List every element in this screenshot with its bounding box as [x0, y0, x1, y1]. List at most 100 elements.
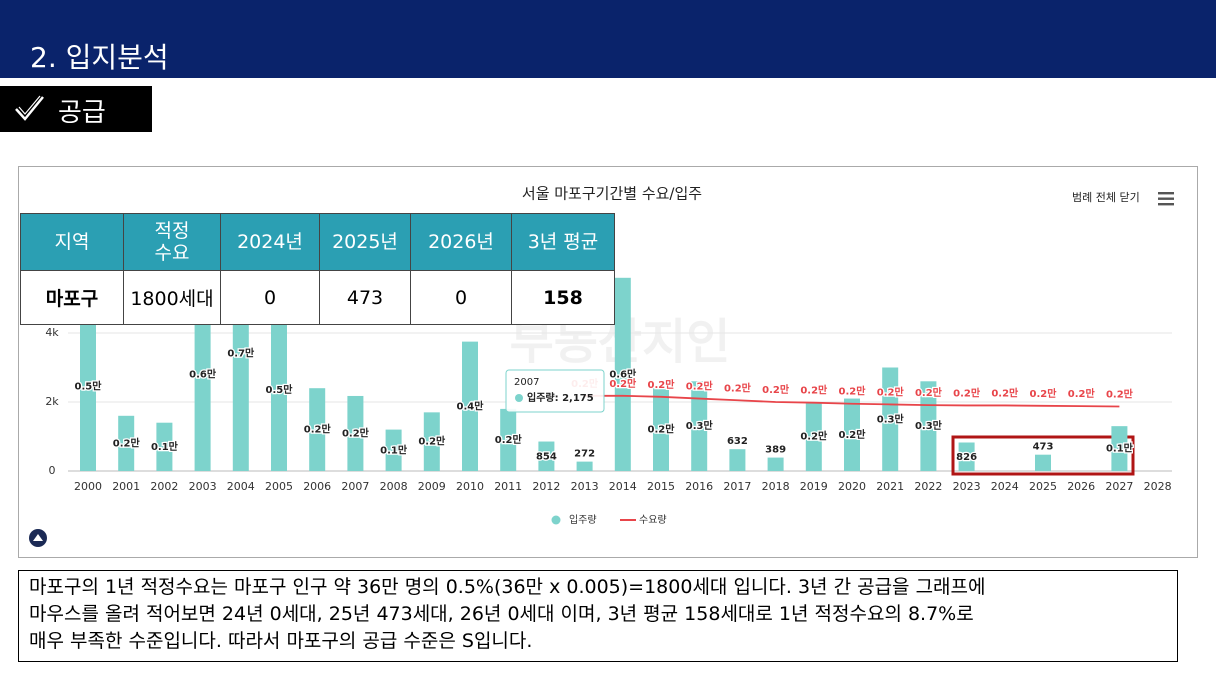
data-label: 0.5만: [266, 383, 294, 396]
bar: [271, 308, 287, 471]
data-label: 0.2만: [686, 380, 714, 393]
page-title: 2. 입지분석: [30, 41, 169, 74]
data-label: 0.2만: [762, 383, 790, 396]
x-tick-label: 2023: [953, 480, 981, 493]
tooltip-box: [505, 369, 605, 413]
summary-table: 지역 적정 수요 2024년 2025년 2026년 3년 평균 마포구 1800세대 0 473…: [20, 213, 615, 325]
data-label: 0.2만: [1068, 387, 1096, 400]
y-tick-label: 0: [49, 464, 56, 477]
bar: [118, 415, 135, 471]
x-tick-label: 2006: [303, 480, 331, 493]
bar: [844, 398, 860, 471]
bar: [1035, 454, 1051, 471]
data-label: 632: [727, 436, 748, 447]
bar: [194, 277, 211, 471]
logo-mark: [33, 534, 43, 541]
data-label: 0.3만: [686, 419, 714, 432]
x-tick-label: 2002: [150, 480, 178, 493]
data-label: 0.2만: [1030, 387, 1058, 400]
x-tick-label: 2017: [723, 480, 751, 493]
data-label: 0.2만: [839, 385, 867, 398]
data-label: 0.6만: [609, 367, 637, 380]
x-tick-label: 2019: [800, 480, 828, 493]
data-label: 0.3만: [915, 419, 943, 432]
data-label: 0.2만: [648, 423, 676, 436]
description: 마포구의 1년 적정수요는 마포구 인구 약 36만 명의 0.5%(36만 x…: [18, 570, 1178, 662]
bar: [958, 442, 975, 471]
data-label: 0.2만: [342, 426, 370, 439]
table-header-cell: 3년 평균: [511, 213, 615, 271]
table-header-cell: 지역: [20, 213, 124, 271]
bar: [729, 449, 746, 471]
bar: [309, 388, 326, 471]
data-label: 0.6만: [189, 367, 217, 380]
legend-dot: [551, 515, 561, 525]
data-label: 0.2만: [839, 428, 867, 441]
bar: [920, 381, 937, 471]
data-label: 0.1만: [380, 443, 408, 456]
x-tick-label: 2012: [532, 480, 560, 493]
menu-icon[interactable]: [1158, 192, 1174, 206]
table-header-cell: 2024년: [220, 213, 320, 271]
table-header-cell: 2025년: [319, 213, 411, 271]
data-label: 0.2만: [1106, 387, 1134, 400]
bar: [538, 441, 555, 471]
highlight-box: [951, 435, 1135, 476]
data-label: 0.2만: [418, 435, 446, 448]
x-tick-label: 2001: [112, 480, 140, 493]
bar: [882, 367, 899, 471]
x-tick-label: 2005: [265, 480, 293, 493]
data-label: 0.4만: [457, 399, 485, 412]
bar: [80, 301, 96, 471]
bar: [805, 402, 822, 471]
data-label: 473: [1033, 442, 1054, 453]
data-label: 0.2만: [800, 430, 828, 443]
table-cell: 0: [410, 270, 512, 325]
table-header-cell: 적정 수요: [123, 213, 221, 271]
legend-toggle[interactable]: 범례 전체 닫기: [1072, 191, 1140, 204]
x-tick-label: 2026: [1067, 480, 1095, 493]
y-tick-label: 4k: [45, 326, 59, 339]
x-tick-label: 2020: [838, 480, 866, 493]
data-label: 389: [765, 445, 786, 456]
x-tick-label: 2007: [341, 480, 369, 493]
table-header-cell: 2026년: [410, 213, 512, 271]
table-header-row: 지역 적정 수요 2024년 2025년 2026년 3년 평균: [20, 213, 615, 271]
bar: [767, 457, 784, 471]
y-tick-label: 2k: [45, 395, 59, 408]
table-cell: 473: [319, 270, 411, 325]
bar: [500, 408, 517, 471]
data-label: 272: [574, 449, 595, 460]
data-label: 854: [536, 451, 557, 462]
x-tick-label: 2013: [571, 480, 599, 493]
tooltip-title: 2007: [514, 377, 539, 388]
data-label: 826: [956, 452, 977, 463]
bar: [576, 461, 593, 471]
x-tick-label: 2024: [991, 480, 1019, 493]
legend-label: 수요량: [639, 514, 667, 526]
tooltip-dot: [515, 394, 523, 402]
data-label: 0.1만: [1106, 442, 1134, 455]
data-label: 0.2만: [113, 436, 141, 449]
table-cell: 0: [220, 270, 320, 325]
data-label: 0.2만: [495, 433, 523, 446]
bar: [614, 277, 631, 471]
x-tick-label: 2004: [227, 480, 255, 493]
data-label: 0.3만: [877, 412, 905, 425]
data-label: 0.5만: [75, 379, 103, 392]
tooltip-text: 입주량: 2,175: [527, 391, 594, 404]
x-tick-label: 2003: [189, 480, 217, 493]
legend-label: 입주량: [569, 513, 597, 526]
x-tick-label: 2027: [1105, 480, 1133, 493]
data-label: 0.2만: [991, 386, 1019, 399]
x-tick-label: 2021: [876, 480, 904, 493]
data-label: 0.2만: [648, 378, 676, 391]
data-label: 0.1만: [151, 440, 179, 453]
bar: [156, 422, 173, 471]
description-line: 마포구의 1년 적정수요는 마포구 인구 약 36만 명의 0.5%(36만 x…: [29, 576, 986, 598]
table-row: 마포구 1800세대 0 473 0 158: [20, 270, 615, 325]
section-label: 공급: [0, 86, 152, 132]
data-label: 0.2만: [953, 386, 981, 399]
description-line: 매우 부족한 수준입니다. 따라서 마포구의 공급 수준은 S입니다.: [29, 630, 533, 652]
